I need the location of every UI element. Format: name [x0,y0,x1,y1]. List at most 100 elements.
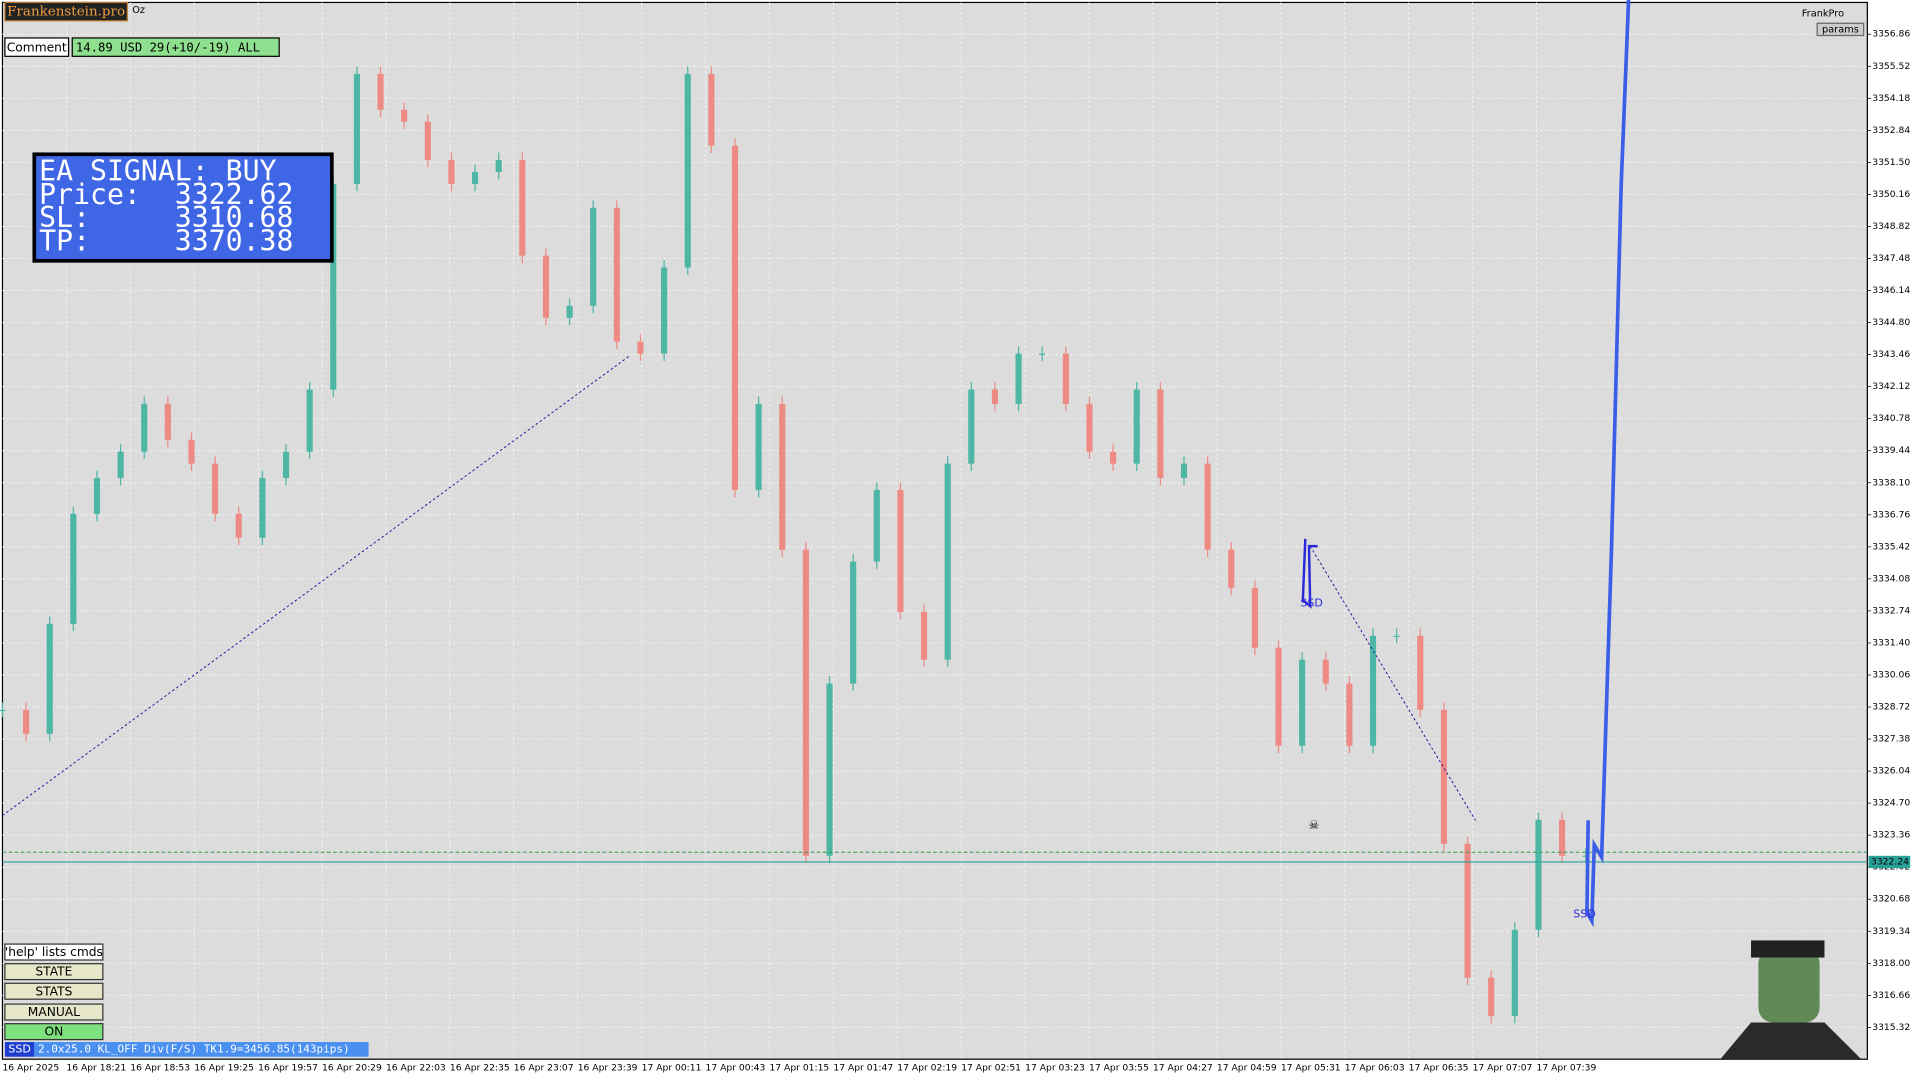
y-tick-label: 3355.52 [1872,61,1910,72]
x-tick-label: 17 Apr 05:31 [1281,1062,1341,1073]
candle [731,145,739,490]
candle [164,403,171,440]
candle [1110,451,1117,464]
y-tick-label: 3330.06 [1872,669,1910,680]
button-box[interactable] [4,1023,104,1041]
y-tick-label: 3342.12 [1872,381,1910,392]
candle [991,389,999,404]
account-box [71,37,280,57]
status: 2.0x25.0 KL_OFF Div(F/S) TK1.9=3456.85(1… [38,1042,350,1055]
y-tick-label: 3328.72 [1872,702,1910,713]
candle [1535,819,1542,930]
candle [1582,855,1589,857]
x-tick-label: 17 Apr 07:39 [1536,1062,1596,1073]
candle [141,403,148,452]
status-tag-box [4,1042,35,1057]
y-tick-label: 3315.32 [1872,1022,1910,1033]
candle [1039,353,1046,355]
candle [1015,353,1022,404]
comment-box[interactable] [4,37,70,57]
y-tick-label: 3320.68 [1872,894,1910,905]
y-tick-label: 3347.48 [1872,253,1910,264]
button: 'help' lists cmds [5,945,103,959]
y-tick-label: 3323.36 [1872,830,1910,841]
candle [212,463,219,514]
y-tick-label: 3346.14 [1872,285,1910,296]
candle [1299,659,1306,746]
comment[interactable]: Comment [7,40,67,54]
button-box[interactable] [4,1003,104,1021]
button-box [4,943,104,961]
candle [779,403,786,550]
button[interactable]: ON [44,1025,63,1039]
y-tick-label: 3340.78 [1872,413,1910,424]
candle [920,611,928,660]
candle [282,451,290,478]
candle [802,549,809,856]
status-tag: SSD [8,1042,30,1055]
params-button[interactable] [1816,22,1865,37]
x-tick-label: 16 Apr 19:25 [194,1062,254,1073]
candle [1511,929,1518,1016]
candle [826,683,833,856]
params[interactable]: params [1822,24,1859,35]
buttons: 'help' lists cmds STATE STATS MANUAL ON [4,943,104,1041]
candle [0,709,6,712]
y-tick-label: 3327.38 [1872,734,1910,745]
x-tick-label: 17 Apr 01:15 [769,1062,829,1073]
y-tick-label: 3352.84 [1872,125,1910,136]
candle [70,513,77,624]
x-tick-label: 17 Apr 07:07 [1473,1062,1533,1073]
candle [93,477,101,514]
candle [401,109,408,122]
candle [897,489,904,612]
x-tick-label: 17 Apr 03:23 [1025,1062,1085,1073]
y-tick-label: 3324.70 [1872,798,1910,809]
x-tick-label: 17 Apr 04:27 [1153,1062,1213,1073]
candle [519,160,526,256]
candle [330,183,337,390]
button[interactable]: STATE [35,965,72,979]
y-tick-label: 3332.74 [1872,605,1910,616]
candle [117,451,124,478]
candle [708,73,715,146]
y-tick-label: 3348.82 [1872,221,1910,232]
x-tick-label: 17 Apr 02:19 [897,1062,957,1073]
candle [873,489,880,562]
indicator [1301,538,1318,609]
status-box [34,1042,369,1057]
y-tick-label: 3316.66 [1872,990,1910,1001]
button[interactable]: MANUAL [28,1005,80,1019]
candle [472,171,479,184]
x-tick-label: 17 Apr 00:43 [706,1062,766,1073]
candle [259,477,266,538]
y-tick-label: 3336.76 [1872,509,1910,520]
candle [1086,403,1093,452]
signal-line: EA SIGNAL: BUY [39,155,276,188]
candle [684,73,691,268]
candle [1180,463,1188,478]
x-tick-label: 17 Apr 00:11 [642,1062,702,1073]
signal-box [32,152,334,263]
indicator-line [1585,0,1631,928]
y-tick-label: 3331.40 [1872,637,1910,648]
candle [542,255,550,318]
button-box[interactable] [4,963,104,981]
candle [661,267,668,354]
y-tick-label: 3318.00 [1872,958,1910,969]
candle [566,305,573,318]
y-tick-label: 3339.44 [1872,445,1910,456]
candle [46,623,53,734]
candle [1559,819,1566,856]
signal-line: SL: 3310.68 [39,201,293,234]
button-box[interactable] [4,982,104,1000]
candle [1346,683,1353,746]
y-tick-label: 3356.86 [1872,29,1910,40]
button[interactable]: STATS [35,984,72,998]
account: 14.89 USD 29(+10/-19) ALL [76,40,260,54]
x-tick-label: 16 Apr 22:35 [450,1062,510,1073]
y-tick-label: 3351.50 [1872,157,1910,168]
candles: 3322.24 [0,66,1911,1024]
